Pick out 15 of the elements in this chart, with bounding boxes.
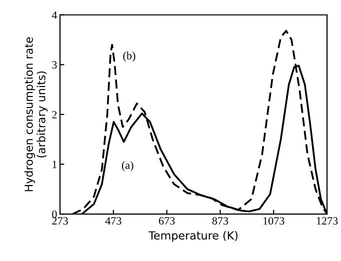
x-tick-label: 273 — [52, 217, 68, 225]
y-tick-label: 2 — [52, 110, 57, 118]
x-tick-label: 673 — [158, 217, 175, 225]
x-tick-label: 873 — [212, 217, 228, 225]
x-axis-title: Temperature (K) — [148, 231, 238, 242]
y-tick-label: 1 — [52, 160, 57, 168]
annotation: (b) — [123, 52, 136, 62]
x-tick-label: 473 — [105, 217, 122, 225]
y-tick-label: 3 — [52, 61, 57, 69]
x-tick-label: 1273 — [316, 217, 338, 225]
y-axis-title: Hydrogen consumption rate (arbitrary units) — [24, 37, 48, 192]
y-tick-label: 4 — [52, 11, 58, 19]
x-tick-label: 1073 — [263, 217, 284, 225]
y-tick-label: 0 — [52, 210, 57, 218]
annotation: (a) — [122, 161, 134, 172]
